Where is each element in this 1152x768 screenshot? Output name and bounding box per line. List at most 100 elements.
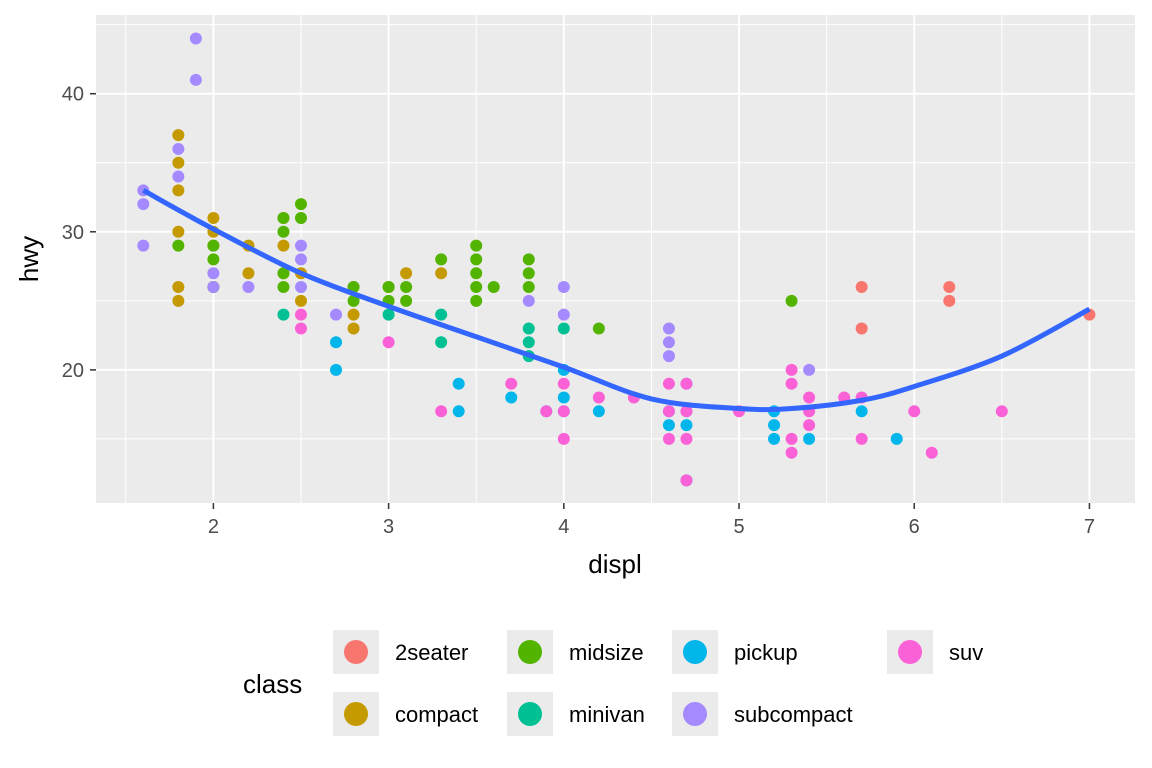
point-subcompact	[803, 363, 816, 376]
point-midsize	[487, 281, 500, 294]
point-compact	[294, 294, 307, 307]
point-suv	[540, 405, 553, 418]
point-compact	[277, 239, 290, 252]
legend-label: pickup	[734, 640, 798, 665]
point-2seater	[943, 281, 956, 294]
point-subcompact	[189, 73, 202, 86]
point-suv	[680, 377, 693, 390]
legend-label: subcompact	[734, 702, 853, 727]
point-subcompact	[557, 308, 570, 321]
legend-item-suv: suv	[887, 630, 983, 674]
point-2seater	[855, 281, 868, 294]
point-compact	[207, 211, 220, 224]
point-minivan	[522, 336, 535, 349]
point-minivan	[435, 336, 448, 349]
legend-key-subcompact	[683, 702, 707, 726]
point-compact	[242, 267, 255, 280]
point-minivan	[522, 322, 535, 335]
legend-key-pickup	[683, 640, 707, 664]
point-midsize	[277, 267, 290, 280]
legend-title: class	[243, 669, 302, 699]
point-suv	[803, 419, 816, 432]
point-subcompact	[189, 32, 202, 45]
point-subcompact	[662, 336, 675, 349]
point-pickup	[855, 405, 868, 418]
point-suv	[505, 377, 518, 390]
point-pickup	[803, 432, 816, 445]
y-axis-label: hwy	[14, 236, 44, 282]
x-tick-label: 3	[383, 516, 394, 538]
point-compact	[400, 267, 413, 280]
point-subcompact	[172, 142, 185, 155]
point-midsize	[277, 211, 290, 224]
point-subcompact	[207, 281, 220, 294]
point-suv	[662, 432, 675, 445]
x-tick-label: 5	[733, 516, 744, 538]
point-suv	[680, 405, 693, 418]
point-compact	[172, 294, 185, 307]
point-compact	[172, 156, 185, 169]
point-suv	[592, 391, 605, 404]
point-compact	[172, 225, 185, 238]
point-midsize	[470, 253, 483, 266]
point-suv	[557, 432, 570, 445]
point-pickup	[890, 432, 903, 445]
point-pickup	[505, 391, 518, 404]
point-suv	[680, 474, 693, 487]
point-midsize	[785, 294, 798, 307]
point-midsize	[470, 294, 483, 307]
point-pickup	[330, 336, 343, 349]
x-tick-label: 4	[558, 516, 569, 538]
point-compact	[435, 267, 448, 280]
point-suv	[294, 322, 307, 335]
point-suv	[294, 308, 307, 321]
point-suv	[803, 391, 816, 404]
legend-item-midsize: midsize	[507, 630, 644, 674]
legend-key-2seater	[344, 640, 368, 664]
point-midsize	[294, 198, 307, 211]
point-midsize	[435, 253, 448, 266]
point-suv	[662, 377, 675, 390]
points	[137, 32, 1096, 487]
gridlines	[96, 15, 1135, 503]
legend-label: midsize	[569, 640, 644, 665]
point-pickup	[592, 405, 605, 418]
point-minivan	[435, 308, 448, 321]
point-suv	[680, 432, 693, 445]
point-pickup	[452, 405, 465, 418]
legend-label: minivan	[569, 702, 645, 727]
point-suv	[382, 336, 395, 349]
point-midsize	[400, 294, 413, 307]
point-midsize	[294, 211, 307, 224]
point-subcompact	[522, 294, 535, 307]
point-midsize	[400, 281, 413, 294]
point-subcompact	[662, 350, 675, 363]
smooth-line	[142, 188, 1091, 413]
point-midsize	[522, 267, 535, 280]
legend-item-compact: compact	[333, 692, 478, 736]
legend-item-2seater: 2seater	[333, 630, 468, 674]
legend-label: 2seater	[395, 640, 468, 665]
point-pickup	[330, 363, 343, 376]
point-subcompact	[294, 281, 307, 294]
point-pickup	[768, 432, 781, 445]
point-2seater	[943, 294, 956, 307]
point-subcompact	[137, 198, 150, 211]
point-midsize	[347, 281, 360, 294]
legend-key-midsize	[518, 640, 542, 664]
legend-label: suv	[949, 640, 983, 665]
point-suv	[785, 446, 798, 459]
point-subcompact	[172, 170, 185, 183]
point-pickup	[768, 419, 781, 432]
point-suv	[557, 405, 570, 418]
point-minivan	[382, 308, 395, 321]
point-suv	[435, 405, 448, 418]
point-subcompact	[294, 239, 307, 252]
point-midsize	[207, 239, 220, 252]
legend-item-subcompact: subcompact	[672, 692, 853, 736]
point-suv	[662, 405, 675, 418]
point-midsize	[207, 253, 220, 266]
point-suv	[785, 377, 798, 390]
point-suv	[908, 405, 921, 418]
